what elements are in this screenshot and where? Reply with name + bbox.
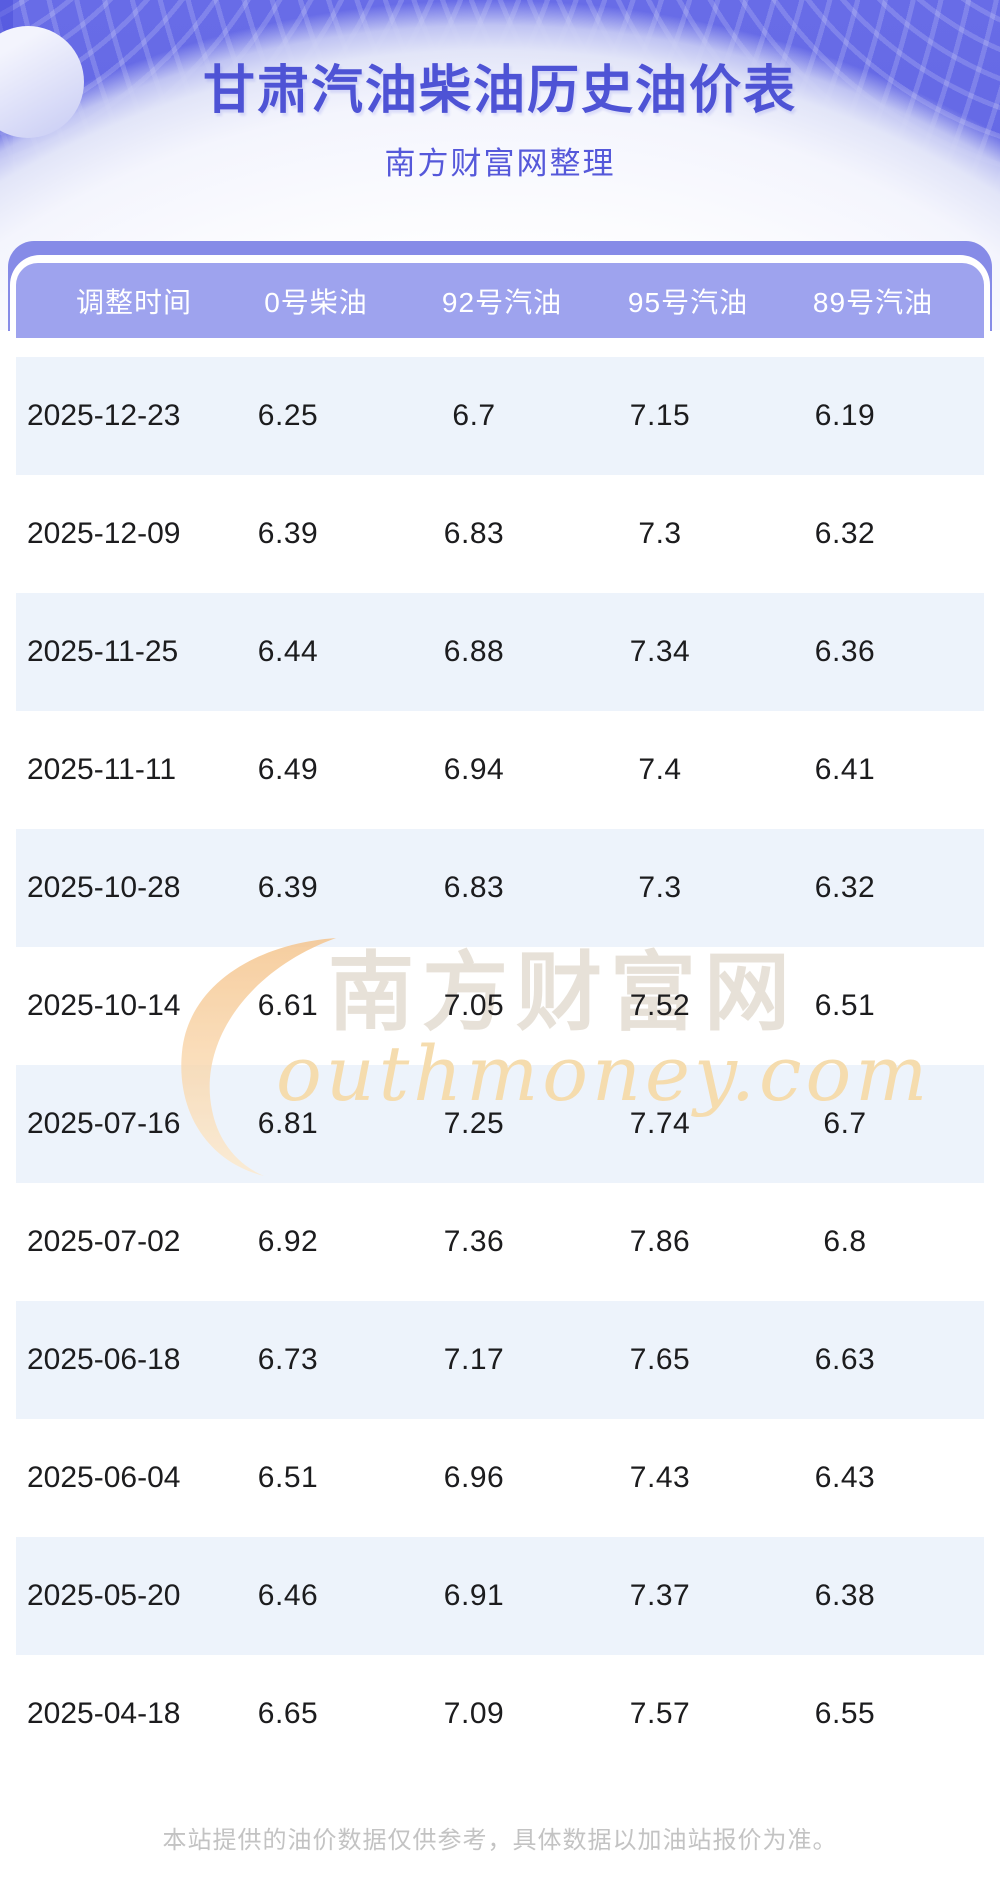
date-cell: 2025-10-28 [27, 871, 181, 904]
price-cell: 7.15 [629, 399, 691, 432]
date-cell: 2025-06-04 [27, 1461, 181, 1494]
column-header-gasoline-92: 92号汽油 [441, 286, 563, 318]
date-cell: 2025-11-11 [27, 753, 177, 786]
price-cell: 6.46 [257, 1579, 319, 1612]
price-cell: 6.19 [814, 399, 876, 432]
price-cell: 6.92 [257, 1225, 319, 1258]
price-cell: 6.63 [814, 1343, 876, 1376]
table-row: 2025-04-18 6.65 7.09 7.57 6.55 [16, 1655, 984, 1773]
column-header-gasoline-95: 95号汽油 [627, 286, 749, 318]
date-cell: 2025-07-02 [27, 1225, 181, 1258]
price-cell: 6.7 [823, 1107, 867, 1140]
table-row: 2025-07-16 6.81 7.25 7.74 6.7 [16, 1065, 984, 1183]
table-row: 2025-05-20 6.46 6.91 7.37 6.38 [16, 1537, 984, 1655]
table-row: 2025-11-11 6.49 6.94 7.4 6.41 [16, 711, 984, 829]
price-cell: 6.36 [814, 635, 876, 668]
date-cell: 2025-06-18 [27, 1343, 181, 1376]
price-cell: 7.36 [443, 1225, 505, 1258]
price-cell: 7.43 [629, 1461, 691, 1494]
price-cell: 6.55 [814, 1697, 876, 1730]
table-row: 2025-10-14 6.61 7.05 7.52 6.51 [16, 947, 984, 1065]
column-header-diesel-0: 0号柴油 [264, 286, 368, 318]
price-cell: 7.4 [638, 753, 682, 786]
table-row: 2025-12-09 6.39 6.83 7.3 6.32 [16, 475, 984, 593]
date-cell: 2025-10-14 [27, 989, 181, 1022]
price-cell: 6.65 [257, 1697, 319, 1730]
table-row: 2025-10-28 6.39 6.83 7.3 6.32 [16, 829, 984, 947]
table-row: 2025-07-02 6.92 7.36 7.86 6.8 [16, 1183, 984, 1301]
date-cell: 2025-12-09 [27, 517, 181, 550]
price-cell: 7.17 [443, 1343, 505, 1376]
price-cell: 6.51 [814, 989, 876, 1022]
price-cell: 7.25 [443, 1107, 505, 1140]
price-cell: 7.74 [629, 1107, 691, 1140]
price-cell: 6.96 [443, 1461, 505, 1494]
price-cell: 7.52 [629, 989, 691, 1022]
price-cell: 6.94 [443, 753, 505, 786]
price-cell: 6.7 [452, 399, 496, 432]
price-cell: 6.83 [443, 871, 505, 904]
column-header-adjust-date: 调整时间 [75, 286, 192, 318]
date-cell: 2025-12-23 [27, 399, 181, 432]
table-header-row: 调整时间 0号柴油 92号汽油 95号汽油 89号汽油 [16, 263, 984, 338]
table-row: 2025-06-18 6.73 7.17 7.65 6.63 [16, 1301, 984, 1419]
column-header-gasoline-89: 89号汽油 [812, 286, 934, 318]
price-cell: 6.49 [257, 753, 319, 786]
date-cell: 2025-04-18 [27, 1697, 181, 1730]
page-title: 甘肃汽油柴油历史油价表 [202, 62, 797, 120]
date-cell: 2025-11-25 [27, 635, 179, 668]
price-cell: 6.39 [257, 871, 319, 904]
price-cell: 6.83 [443, 517, 505, 550]
price-cell: 6.38 [814, 1579, 876, 1612]
price-cell: 6.39 [257, 517, 319, 550]
price-cell: 7.65 [629, 1343, 691, 1376]
price-cell: 6.73 [257, 1343, 319, 1376]
price-cell: 7.57 [629, 1697, 691, 1730]
table-body: 2025-12-23 6.25 6.7 7.15 6.19 2025-12-09 6.39 6… [16, 357, 984, 1773]
price-cell: 7.3 [638, 871, 682, 904]
price-cell: 6.43 [814, 1461, 876, 1494]
price-cell: 6.32 [814, 517, 876, 550]
price-cell: 7.86 [629, 1225, 691, 1258]
price-cell: 6.8 [823, 1225, 867, 1258]
price-cell: 7.37 [629, 1579, 691, 1612]
page-subtitle: 南方财富网整理 [384, 146, 616, 181]
price-cell: 7.3 [638, 517, 682, 550]
price-cell: 6.44 [257, 635, 319, 668]
price-cell: 6.61 [257, 989, 319, 1022]
date-cell: 2025-07-16 [27, 1107, 181, 1140]
price-cell: 7.34 [629, 635, 691, 668]
price-cell: 6.88 [443, 635, 505, 668]
price-cell: 6.51 [257, 1461, 319, 1494]
price-cell: 6.32 [814, 871, 876, 904]
price-cell: 6.91 [443, 1579, 505, 1612]
price-cell: 7.05 [443, 989, 505, 1022]
price-table-card: 调整时间 0号柴油 92号汽油 95号汽油 89号汽油 2025-12-23 6.… [10, 255, 990, 1775]
table-row: 2025-12-23 6.25 6.7 7.15 6.19 [16, 357, 984, 475]
table-row: 2025-11-25 6.44 6.88 7.34 6.36 [16, 593, 984, 711]
price-cell: 6.25 [257, 399, 319, 432]
table-row: 2025-06-04 6.51 6.96 7.43 6.43 [16, 1419, 984, 1537]
footer-disclaimer: 本站提供的油价数据仅供参考，具体数据以加油站报价为准。 [162, 1827, 838, 1854]
date-cell: 2025-05-20 [27, 1579, 181, 1612]
price-cell: 6.41 [814, 753, 876, 786]
price-cell: 7.09 [443, 1697, 505, 1730]
banner: 甘肃汽油柴油历史油价表 南方财富网整理 [0, 0, 1000, 330]
price-cell: 6.81 [257, 1107, 319, 1140]
